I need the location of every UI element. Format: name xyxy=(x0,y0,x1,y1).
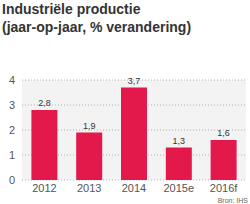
data-label: 2,8 xyxy=(38,98,51,108)
bar xyxy=(76,133,102,181)
data-label: 1,6 xyxy=(217,128,230,138)
y-tick-label: 4 xyxy=(9,74,15,86)
y-tick-label: 1 xyxy=(9,149,15,161)
chart-svg: Industriële productie (jaar-op-jaar, % ve… xyxy=(0,0,250,204)
bars xyxy=(31,88,236,181)
data-label: 3,7 xyxy=(128,76,141,86)
data-label: 1,3 xyxy=(173,136,186,146)
bar xyxy=(31,110,57,180)
chart-container: Industriële productie (jaar-op-jaar, % ve… xyxy=(0,0,250,204)
title: Industriële productie xyxy=(2,1,141,17)
bar xyxy=(211,140,237,180)
source: Bron: IHS xyxy=(218,197,249,204)
x-tick-label: 2016f xyxy=(210,182,238,194)
x-tick-label: 2013 xyxy=(77,182,101,194)
y-tick-label: 2 xyxy=(9,124,15,136)
plot-background xyxy=(22,80,246,180)
bar xyxy=(166,148,192,181)
x-tick-label: 2014 xyxy=(122,182,146,194)
subtitle: (jaar-op-jaar, % verandering) xyxy=(2,19,191,35)
x-tick-label: 2015e xyxy=(164,182,195,194)
y-tick-label: 3 xyxy=(9,99,15,111)
bar xyxy=(121,88,147,181)
x-tick-label: 2012 xyxy=(32,182,56,194)
labels: 2,8 2012 1,9 2013 3,7 2014 1,3 2015e 1,6 2016f xyxy=(32,76,238,195)
y-tick-label: 0 xyxy=(9,174,15,186)
data-label: 1,9 xyxy=(83,121,96,131)
